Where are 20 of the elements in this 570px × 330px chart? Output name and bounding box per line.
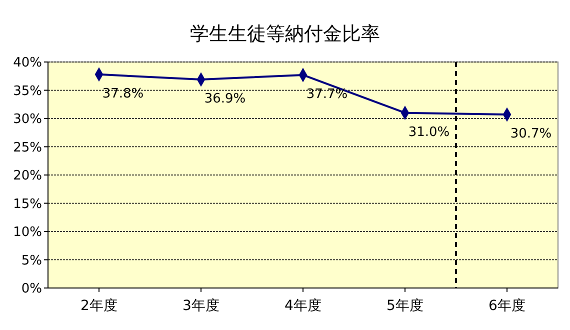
x-tick-label: 3年度 — [182, 298, 220, 314]
y-tick-label: 10% — [13, 225, 42, 240]
data-label: 37.7% — [306, 86, 348, 102]
data-label: 36.9% — [204, 92, 246, 107]
y-tick-label: 30% — [13, 112, 42, 128]
y-tick-label: 35% — [13, 84, 42, 99]
data-label: 31.0% — [408, 124, 450, 140]
data-label: 37.8% — [102, 86, 144, 102]
x-tick-label: 4年度 — [284, 298, 322, 314]
y-tick-label: 15% — [13, 196, 42, 212]
y-tick-label: 20% — [13, 168, 42, 184]
y-tick-label: 5% — [21, 253, 42, 268]
x-tick-label: 5年度 — [386, 298, 424, 314]
y-tick-label: 25% — [13, 140, 42, 156]
x-tick-label: 6年度 — [488, 298, 526, 314]
x-tick-label: 2年度 — [80, 298, 118, 314]
data-label: 30.7% — [510, 126, 552, 142]
y-tick-label: 40% — [13, 56, 42, 71]
chart-title: 学生生徒等納付金比率 — [190, 23, 380, 45]
y-tick-label: 0% — [21, 282, 42, 297]
